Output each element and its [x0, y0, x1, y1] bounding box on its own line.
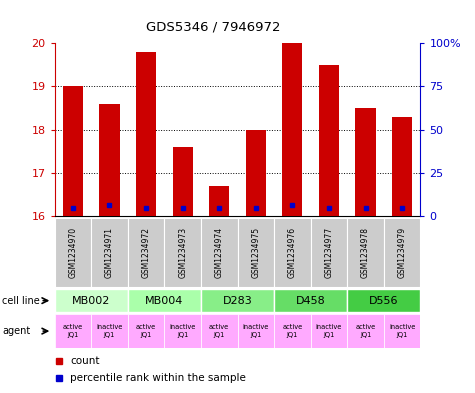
Bar [201, 218, 238, 287]
Text: GSM1234976: GSM1234976 [288, 227, 297, 278]
Bar [347, 289, 420, 312]
Bar [311, 218, 347, 287]
Bar [91, 314, 128, 348]
Bar [392, 117, 412, 216]
Text: agent: agent [2, 326, 30, 336]
Text: MB004: MB004 [145, 296, 183, 306]
Text: active
JQ1: active JQ1 [282, 324, 303, 338]
Bar [311, 314, 347, 348]
Text: inactive
JQ1: inactive JQ1 [316, 324, 342, 338]
Text: count: count [70, 356, 99, 366]
Bar [63, 86, 83, 216]
Text: D556: D556 [369, 296, 399, 306]
Bar [201, 314, 238, 348]
Text: inactive
JQ1: inactive JQ1 [96, 324, 123, 338]
Text: percentile rank within the sample: percentile rank within the sample [70, 373, 246, 383]
Bar [274, 218, 311, 287]
Bar [91, 218, 128, 287]
Bar [164, 314, 201, 348]
Text: GSM1234971: GSM1234971 [105, 227, 114, 278]
Text: cell line: cell line [2, 296, 40, 306]
Text: inactive
JQ1: inactive JQ1 [243, 324, 269, 338]
Bar [384, 314, 420, 348]
Bar [128, 314, 164, 348]
Bar [238, 314, 274, 348]
Text: MB002: MB002 [72, 296, 110, 306]
Bar [274, 289, 347, 312]
Text: GSM1234973: GSM1234973 [178, 227, 187, 278]
Text: D458: D458 [296, 296, 325, 306]
Bar [136, 52, 156, 216]
Bar [238, 218, 274, 287]
Bar [55, 314, 91, 348]
Bar [384, 218, 420, 287]
Text: GSM1234970: GSM1234970 [68, 227, 77, 278]
Text: GSM1234979: GSM1234979 [398, 227, 407, 278]
Text: GDS5346 / 7946972: GDS5346 / 7946972 [146, 20, 281, 33]
Text: inactive
JQ1: inactive JQ1 [170, 324, 196, 338]
Bar [55, 289, 128, 312]
Text: GSM1234975: GSM1234975 [251, 227, 260, 278]
Bar [274, 314, 311, 348]
Text: active
JQ1: active JQ1 [209, 324, 229, 338]
Text: inactive
JQ1: inactive JQ1 [389, 324, 415, 338]
Text: GSM1234974: GSM1234974 [215, 227, 224, 278]
Bar [282, 43, 303, 216]
Text: active
JQ1: active JQ1 [355, 324, 376, 338]
Bar [355, 108, 376, 216]
Bar [319, 65, 339, 216]
Bar [55, 218, 91, 287]
Text: GSM1234972: GSM1234972 [142, 227, 151, 278]
Bar [99, 104, 120, 216]
Bar [347, 314, 384, 348]
Text: active
JQ1: active JQ1 [63, 324, 83, 338]
Bar [201, 289, 274, 312]
Text: GSM1234978: GSM1234978 [361, 227, 370, 278]
Text: active
JQ1: active JQ1 [136, 324, 156, 338]
Bar [164, 218, 201, 287]
Bar [347, 218, 384, 287]
Bar [209, 186, 229, 216]
Bar [246, 130, 266, 216]
Bar [128, 289, 201, 312]
Bar [128, 218, 164, 287]
Bar [172, 147, 193, 216]
Text: GSM1234977: GSM1234977 [324, 227, 333, 278]
Text: D283: D283 [223, 296, 252, 306]
